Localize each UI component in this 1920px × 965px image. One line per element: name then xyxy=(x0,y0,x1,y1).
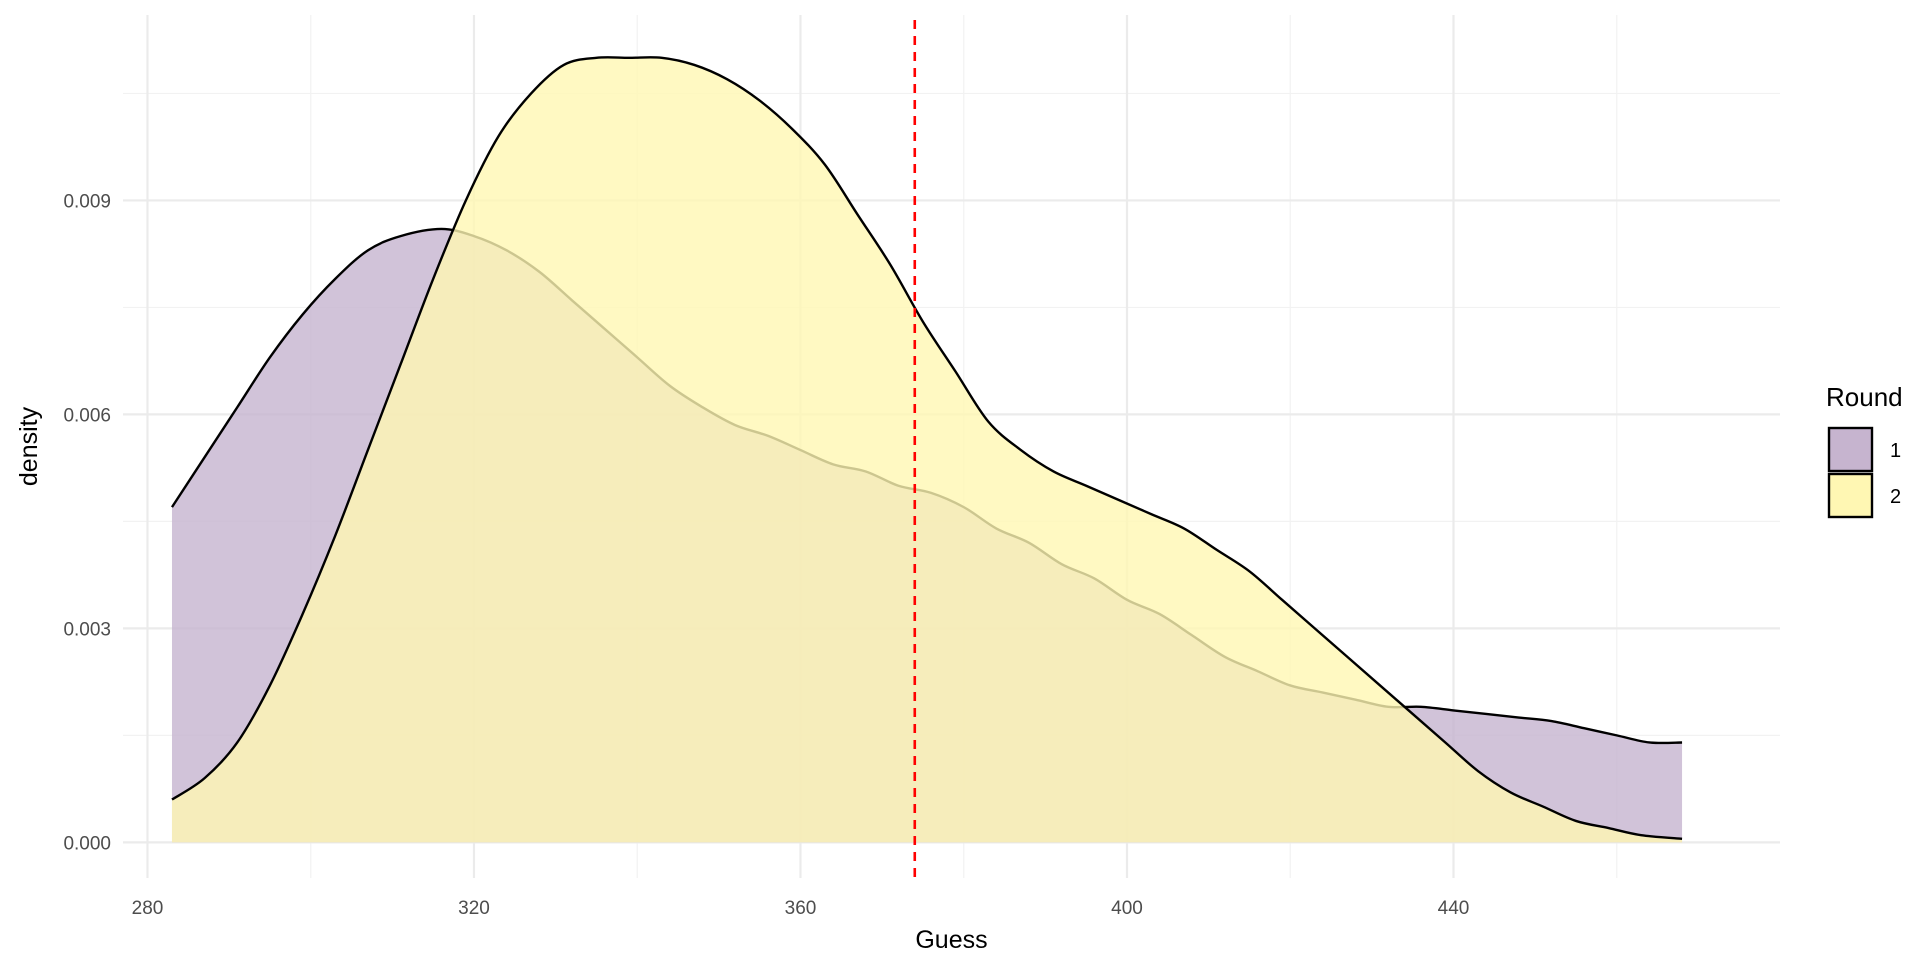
density-area-round-2 xyxy=(171,57,1683,843)
legend-title: Round xyxy=(1826,382,1903,412)
axis-layer: 280 320 360 400 440 0.000 0.003 0.006 0.009 Guess… xyxy=(15,191,1469,954)
x-tick-label: 280 xyxy=(132,898,164,919)
x-tick-label: 400 xyxy=(1111,898,1143,919)
legend-key-round-1 xyxy=(1827,426,1874,473)
y-tick-label: 0.006 xyxy=(63,405,111,426)
y-tick-label: 0.000 xyxy=(63,833,111,854)
y-tick-label: 0.003 xyxy=(63,619,111,640)
legend-label-round-2: 2 xyxy=(1890,486,1901,508)
y-tick-label: 0.009 xyxy=(63,191,111,212)
x-tick-label: 320 xyxy=(458,898,490,919)
legend: Round 1 2 xyxy=(1826,382,1903,519)
area-layer xyxy=(170,56,1683,843)
x-tick-label: 440 xyxy=(1438,898,1470,919)
y-axis-title: density xyxy=(15,406,43,486)
legend-key-round-2 xyxy=(1827,472,1874,519)
density-curve-round-2 xyxy=(171,56,1683,840)
legend-label-round-1: 1 xyxy=(1890,440,1901,462)
x-tick-label: 360 xyxy=(785,898,817,919)
x-axis-title: Guess xyxy=(915,926,987,954)
